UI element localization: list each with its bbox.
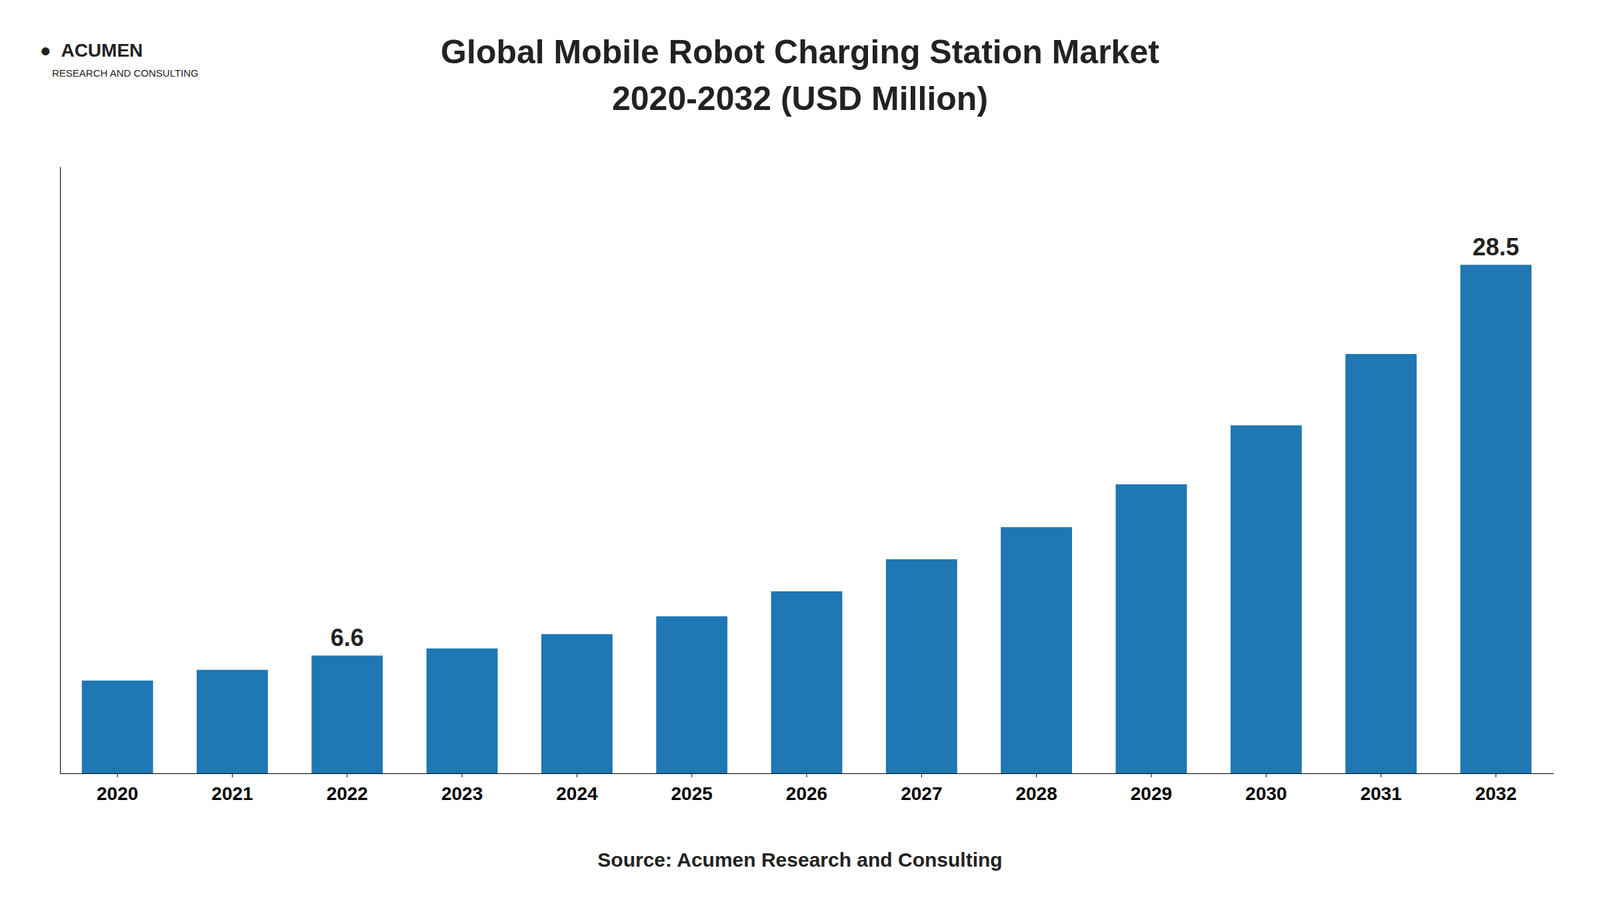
x-axis: 2020 2021 2022 2023 2024 2025 2026 2027 2028 2029… <box>60 773 1554 804</box>
x-tick-label: 2023 <box>441 783 483 804</box>
x-tick-mark <box>346 773 348 778</box>
x-tick-label: 2025 <box>671 783 713 804</box>
x-tick-mark <box>1380 773 1382 778</box>
x-tick-label: 2026 <box>786 783 828 804</box>
bar <box>1345 354 1417 774</box>
bar <box>541 634 613 774</box>
logo-text: ● ACUMEN <box>40 40 143 61</box>
bar <box>426 648 498 774</box>
bar <box>82 680 154 774</box>
x-tick: 2021 <box>211 773 253 804</box>
x-tick-mark <box>806 773 808 778</box>
x-tick-mark <box>576 773 578 778</box>
logo-subtext: RESEARCH AND CONSULTING <box>52 67 199 79</box>
x-tick: 2029 <box>1130 773 1172 804</box>
bar <box>656 616 728 774</box>
x-tick: 2025 <box>671 773 713 804</box>
x-tick: 2022 <box>326 773 368 804</box>
x-tick-mark <box>1150 773 1152 778</box>
y-axis-line <box>60 167 61 774</box>
x-tick-label: 2028 <box>1015 783 1057 804</box>
x-tick: 2026 <box>786 773 828 804</box>
x-tick-label: 2021 <box>211 783 253 804</box>
x-tick-label: 2024 <box>556 783 598 804</box>
x-tick: 2030 <box>1245 773 1287 804</box>
x-tick-label: 2020 <box>96 783 138 804</box>
data-label: 6.6 <box>330 624 364 652</box>
x-tick-label: 2031 <box>1360 783 1402 804</box>
chart-title: Global Mobile Robot Charging Station Mar… <box>440 33 1160 71</box>
bar <box>886 559 958 774</box>
chart-container: Global Mobile Robot Charging Station Mar… <box>0 0 1600 900</box>
x-tick-label: 2032 <box>1475 783 1517 804</box>
x-tick: 2024 <box>556 773 598 804</box>
x-tick-label: 2029 <box>1130 783 1172 804</box>
chart-subtitle: 2020-2032 (USD Million) <box>612 80 988 118</box>
x-tick-mark <box>691 773 692 778</box>
x-tick-label: 2030 <box>1245 783 1287 804</box>
bars <box>82 264 1532 774</box>
source-text: Source: Acumen Research and Consulting <box>597 848 1002 871</box>
x-tick-mark <box>1266 773 1267 778</box>
x-tick-mark <box>462 773 463 778</box>
bar <box>1000 527 1072 774</box>
x-tick: 2031 <box>1360 773 1402 804</box>
x-tick: 2023 <box>441 773 483 804</box>
bar <box>771 591 843 774</box>
bar <box>1460 264 1532 774</box>
bar <box>1230 425 1302 774</box>
chart-svg: Global Mobile Robot Charging Station Mar… <box>0 0 1600 900</box>
x-tick-mark <box>117 773 118 778</box>
bar <box>1116 484 1188 774</box>
plot-area: 6.628.5202020212022202320242025202620272… <box>60 167 1554 804</box>
x-tick-label: 2027 <box>900 783 942 804</box>
x-tick-mark <box>921 773 922 778</box>
x-tick-mark <box>1036 773 1037 778</box>
x-tick: 2032 <box>1475 773 1517 804</box>
x-tick-mark <box>1495 773 1496 778</box>
x-tick-mark <box>232 773 233 778</box>
x-tick: 2028 <box>1015 773 1057 804</box>
y-axis <box>60 167 61 774</box>
data-labels: 6.6 28.5 <box>330 233 1520 652</box>
x-tick-label: 2022 <box>326 783 368 804</box>
bar <box>311 655 383 774</box>
x-tick: 2020 <box>96 773 138 804</box>
bar <box>196 670 268 774</box>
x-tick: 2027 <box>900 773 942 804</box>
data-label: 28.5 <box>1472 233 1520 261</box>
